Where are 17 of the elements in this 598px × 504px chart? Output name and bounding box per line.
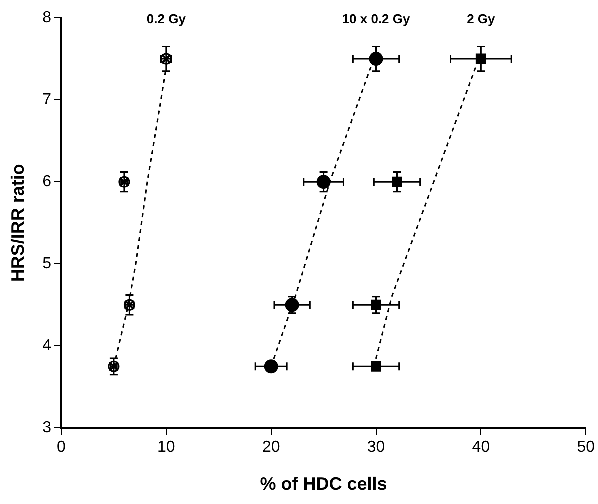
x-tick-label: 10 [158,439,176,456]
y-tick-label: 3 [42,420,52,437]
x-tick-label: 0 [57,439,66,456]
x-axis-title: % of HDC cells [260,474,388,494]
x-tick-label: 40 [472,439,490,456]
y-axis-title: HRS/IRR ratio [8,164,28,282]
y-tick-label: 8 [42,9,52,26]
text: 0.2 Gy [146,12,187,27]
x-tick-label: 30 [367,439,386,456]
x-tick-label: 50 [577,439,596,456]
text: 2 Gy [467,12,496,27]
y-tick-label: 7 [42,91,52,108]
text: 10 x 0.2 Gy [342,12,411,27]
y-tick-label: 5 [42,256,52,273]
y-tick-label: 4 [42,338,52,355]
x-tick-label: 20 [262,439,280,456]
y-tick-label: 6 [42,173,52,190]
